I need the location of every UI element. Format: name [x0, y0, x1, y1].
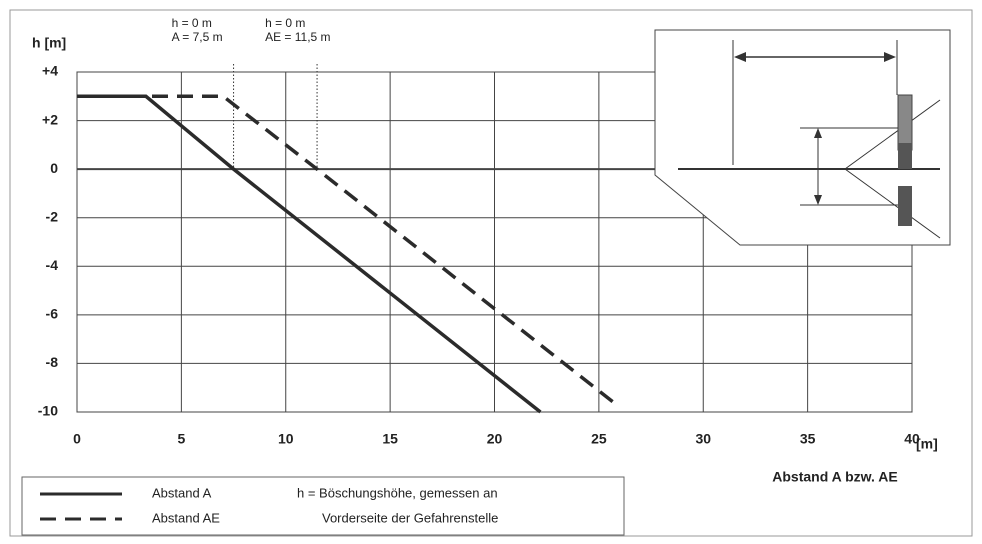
arrow-head: [734, 52, 746, 62]
object: [897, 94, 913, 151]
inset: [654, 29, 951, 246]
x-tick-label: 10: [278, 431, 294, 447]
object: [898, 143, 912, 169]
x-axis-label: Abstand A bzw. AE: [772, 469, 897, 485]
y-tick-label: +2: [42, 111, 58, 127]
legend-note: h = Böschungshöhe, gemessen an: [297, 485, 498, 500]
legend-label: Abstand AE: [152, 510, 220, 525]
x-tick-label: 5: [177, 431, 185, 447]
annotation-text: h = 0 m: [172, 16, 212, 30]
annotation-text: h = 0 m: [265, 16, 305, 30]
arrow-head: [814, 128, 822, 138]
series-line: [77, 94, 542, 414]
x-tick-label: 30: [695, 431, 711, 447]
legend-note: Vorderseite der Gefahrenstelle: [322, 510, 498, 525]
x-tick-label: 15: [382, 431, 398, 447]
y-tick-label: 0: [50, 160, 58, 176]
arrow-head: [884, 52, 896, 62]
slope: [844, 168, 941, 239]
annotation-text: AE = 11,5 m: [265, 30, 330, 44]
x-tick-label: 40: [904, 431, 920, 447]
arrow-head: [814, 195, 822, 205]
x-tick-label: 0: [73, 431, 81, 447]
legend-label: Abstand A: [152, 485, 212, 500]
y-tick-label: -2: [46, 208, 59, 224]
x-tick-label: 20: [487, 431, 503, 447]
x-axis-unit: [m]: [916, 436, 938, 452]
y-tick-label: -4: [46, 257, 59, 273]
slope: [844, 99, 941, 170]
x-tick-label: 35: [800, 431, 816, 447]
object: [898, 186, 912, 226]
x-tick-label: 25: [591, 431, 607, 447]
y-tick-label: -10: [38, 403, 58, 419]
y-tick-label: +4: [42, 63, 58, 79]
annotation-text: A = 7,5 m: [172, 30, 223, 44]
legend-box: [21, 476, 625, 536]
y-axis-label: h [m]: [32, 35, 66, 51]
y-tick-label: -8: [46, 354, 59, 370]
series-line: [77, 94, 615, 404]
y-tick-label: -6: [46, 306, 59, 322]
